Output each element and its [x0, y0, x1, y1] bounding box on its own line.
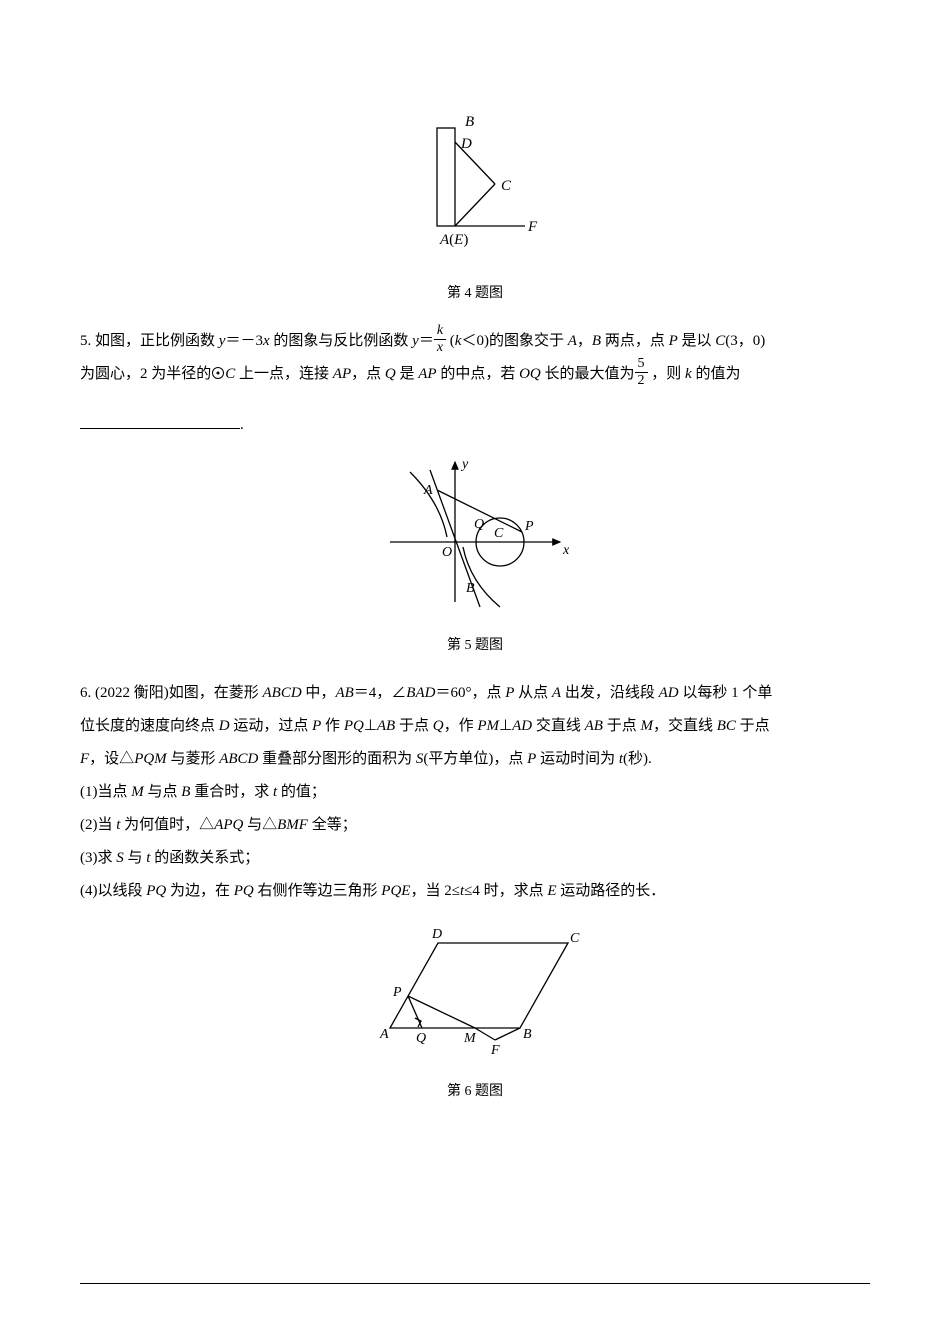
svg-text:x: x [562, 543, 570, 558]
figure-5: A B O P Q C x y 第 5 题图 [80, 452, 870, 662]
question-6-l2: 位长度的速度向终点 D 运动，过点 P 作 PQ⊥AB 于点 Q，作 PM⊥AD… [80, 710, 870, 743]
svg-text:Q: Q [474, 517, 484, 532]
figure-4: B D C F A(E) 第 4 题图 [80, 110, 870, 310]
question-6: 6. (2022 衡阳)如图，在菱形 ABCD 中，AB＝4，∠BAD＝60°，… [80, 677, 870, 710]
svg-text:O: O [442, 545, 452, 560]
svg-text:D: D [460, 136, 472, 152]
figure-5-svg: A B O P Q C x y [370, 452, 580, 612]
figure-4-caption: 第 4 题图 [80, 279, 870, 310]
q6-part4: (4)以线段 PQ 为边，在 PQ 右侧作等边三角形 PQE，当 2≤t≤4 时… [80, 875, 870, 908]
circle-icon [212, 367, 224, 379]
svg-text:P: P [524, 519, 534, 534]
q6-part3: (3)求 S 与 t 的函数关系式； [80, 842, 870, 875]
svg-text:A: A [379, 1027, 389, 1042]
svg-text:B: B [523, 1027, 532, 1042]
q6-part2: (2)当 t 为何值时，△APQ 与△BMF 全等； [80, 809, 870, 842]
svg-text:A: A [423, 483, 433, 498]
footer-rule [80, 1283, 870, 1284]
svg-text:F: F [527, 219, 538, 235]
svg-text:B: B [466, 581, 475, 596]
figure-6-caption: 第 6 题图 [80, 1077, 870, 1108]
svg-text:Q: Q [416, 1031, 426, 1046]
figure-4-svg: B D C F A(E) [395, 110, 555, 260]
figure-6-svg: A B C D P Q M F [360, 918, 590, 1058]
q5-text: 5. 如图，正比例函数 y＝－3x 的图象与反比例函数 y＝kx (k＜0)的图… [80, 333, 765, 349]
svg-text:B: B [465, 114, 474, 130]
svg-text:P: P [392, 985, 402, 1000]
svg-text:F: F [490, 1043, 500, 1058]
svg-text:y: y [460, 457, 469, 472]
question-6-l3: F，设△PQM 与菱形 ABCD 重叠部分图形的面积为 S(平方单位)，点 P … [80, 743, 870, 776]
figure-6: A B C D P Q M F 第 6 题图 [80, 918, 870, 1108]
question-5: 5. 如图，正比例函数 y＝－3x 的图象与反比例函数 y＝kx (k＜0)的图… [80, 325, 870, 358]
svg-text:D: D [431, 927, 442, 942]
svg-text:A(E): A(E) [439, 232, 468, 248]
svg-text:C: C [494, 526, 504, 541]
svg-text:C: C [570, 931, 580, 946]
answer-blank [80, 428, 240, 429]
question-5-blank: . [80, 409, 870, 442]
question-5-line2: 为圆心，2 为半径的C 上一点，连接 AP，点 Q 是 AP 的中点，若 OQ … [80, 358, 870, 391]
question-6-subparts: (1)当点 M 与点 B 重合时，求 t 的值； (2)当 t 为何值时，△AP… [80, 776, 870, 908]
svg-text:M: M [463, 1031, 477, 1046]
svg-text:C: C [501, 178, 512, 194]
figure-5-caption: 第 5 题图 [80, 631, 870, 662]
q6-part1: (1)当点 M 与点 B 重合时，求 t 的值； [80, 776, 870, 809]
